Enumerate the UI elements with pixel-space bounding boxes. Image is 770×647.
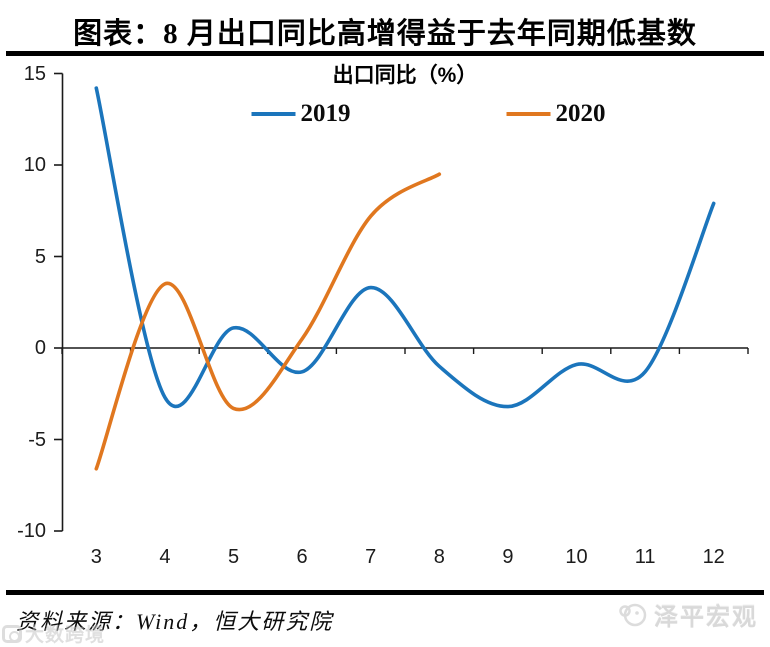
x-tick-label: 3 bbox=[90, 546, 102, 568]
y-tick-label: -10 bbox=[17, 520, 46, 542]
legend-swatch-2020 bbox=[506, 112, 551, 116]
series-line-2020 bbox=[94, 172, 442, 471]
brand-text: 泽平宏观 bbox=[654, 604, 758, 631]
y-tick-label: 0 bbox=[34, 337, 46, 359]
legend-label-2020: 2020 bbox=[555, 100, 606, 127]
bottom-divider bbox=[6, 590, 764, 595]
y-tick-label: 15 bbox=[23, 62, 46, 85]
legend-item-2019[interactable]: 2019 bbox=[251, 100, 351, 127]
x-tick-label: 10 bbox=[565, 546, 588, 568]
figure-title: 图表：8 月出口同比高增得益于去年同期低基数 bbox=[73, 18, 697, 50]
source-note: 资料来源：Wind，恒大研究院 bbox=[16, 609, 334, 634]
x-tick-label: 8 bbox=[433, 546, 445, 568]
x-tick-label: 7 bbox=[365, 546, 377, 568]
x-tick-label: 9 bbox=[502, 546, 514, 568]
x-tick-label: 12 bbox=[702, 546, 725, 568]
y-tick-label: -5 bbox=[28, 428, 46, 451]
chart-title: 出口同比（%） bbox=[332, 64, 478, 87]
top-divider bbox=[6, 51, 764, 56]
legend-swatch-2019 bbox=[251, 112, 296, 116]
legend-label-2019: 2019 bbox=[300, 100, 351, 127]
x-tick-label: 5 bbox=[227, 546, 240, 568]
brand-zeping-macro: 泽平宏观 bbox=[618, 597, 758, 632]
x-tick-label: 6 bbox=[296, 546, 308, 568]
x-tick-label: 4 bbox=[159, 546, 171, 568]
zeping-logo-icon bbox=[619, 603, 647, 626]
y-tick-label: 5 bbox=[34, 245, 46, 268]
watermark-daishukuajing: 大数跨境 bbox=[2, 620, 105, 647]
y-tick-label: 10 bbox=[23, 154, 46, 176]
watermark-text: 大数跨境 bbox=[25, 625, 106, 646]
watermark-logo-icon bbox=[2, 624, 22, 643]
x-tick-label: 11 bbox=[634, 546, 656, 568]
series-line-2019 bbox=[94, 86, 716, 409]
legend-item-2020[interactable]: 2020 bbox=[506, 100, 606, 127]
